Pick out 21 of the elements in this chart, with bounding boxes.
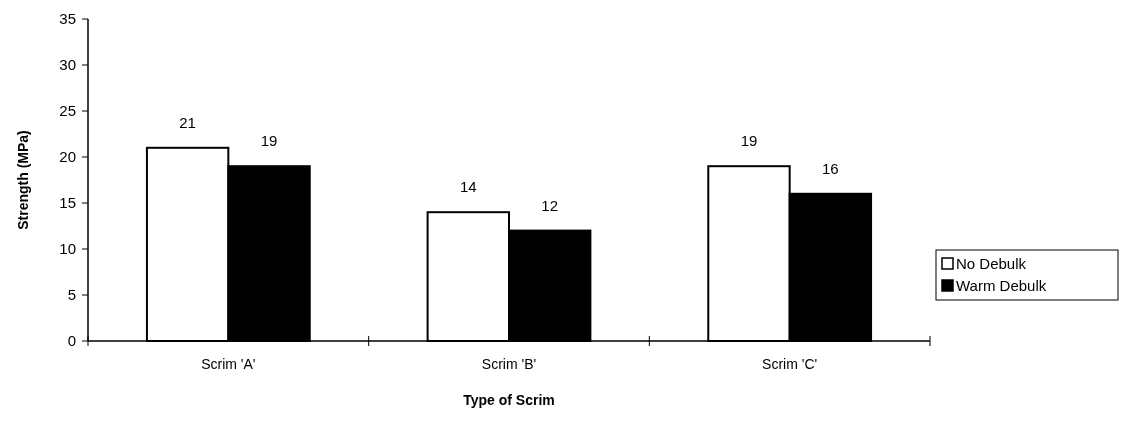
data-label: 19 [260,132,278,150]
data-label: 19 [740,132,758,150]
y-tick-label: 20 [59,148,76,166]
y-tick-label: 25 [59,102,76,120]
data-label: 21 [179,113,196,131]
y-tick-label: 35 [59,10,76,28]
legend-label: Warm Debulk [956,277,1047,295]
y-tick-label: 10 [59,240,76,258]
x-axis-title: Type of Scrim [463,392,555,408]
x-tick-label: Scrim 'A' [201,356,256,372]
x-tick-label: Scrim 'B' [481,356,537,372]
data-label: 14 [459,178,477,196]
data-label: 12 [541,196,559,214]
y-tick-label: 0 [67,332,76,350]
x-tick-label: Scrim 'C' [762,356,818,372]
y-tick-label: 30 [59,56,76,74]
y-axis-title: Strength (MPa) [15,130,31,230]
data-label: 16 [822,159,839,177]
y-tick-label: 5 [67,286,76,304]
y-tick-label: 15 [59,194,76,212]
legend-label: No Debulk [956,255,1027,273]
